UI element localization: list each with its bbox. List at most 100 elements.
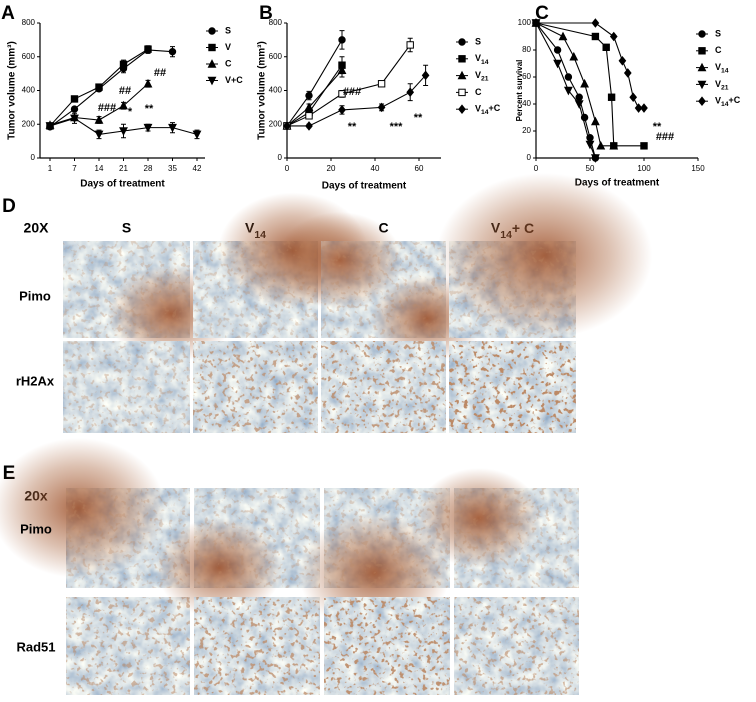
- micrograph: [436, 173, 653, 338]
- marker: [406, 87, 415, 97]
- y-tick-label: 800: [22, 18, 36, 27]
- x-tick-label: 150: [691, 164, 705, 173]
- marker: [574, 100, 584, 109]
- series-line: [535, 22, 644, 147]
- marker: [95, 83, 103, 91]
- marker: [629, 92, 638, 103]
- y-tick-label: 80: [522, 45, 531, 54]
- marker: [144, 45, 152, 53]
- micrograph: [416, 468, 579, 588]
- y-axis-title: Tumor volume (mm³): [7, 41, 18, 140]
- marker: [70, 105, 79, 113]
- panel-letter: C: [535, 3, 549, 24]
- x-tick-label: 35: [168, 164, 177, 173]
- row-label: Rad51: [16, 639, 55, 654]
- marker: [590, 116, 600, 126]
- marker: [532, 18, 540, 28]
- row-label: Pimo: [19, 288, 51, 303]
- marker: [609, 140, 619, 150]
- y-tick-label: 100: [518, 18, 532, 27]
- y-tick-label: 200: [22, 119, 36, 128]
- marker: [377, 102, 386, 113]
- panel-letter: D: [2, 196, 16, 217]
- annotation: ###: [656, 131, 674, 143]
- marker: [304, 102, 314, 112]
- marker: [590, 154, 600, 163]
- legend-marker: [698, 47, 706, 55]
- marker: [168, 47, 177, 56]
- y-tick-label: 600: [269, 52, 283, 61]
- micrograph: [449, 341, 576, 433]
- micrograph: [454, 597, 579, 695]
- y-tick-label: 0: [31, 153, 36, 162]
- y-axis-title: Percent survival: [515, 60, 524, 122]
- x-tick-label: 7: [72, 164, 77, 173]
- row-label: rH2Ax: [16, 373, 55, 388]
- marker: [569, 51, 579, 61]
- marker: [119, 100, 128, 110]
- marker: [119, 60, 128, 69]
- x-tick-label: 0: [534, 164, 539, 173]
- annotation: **: [414, 112, 423, 124]
- stain-dots: [324, 597, 450, 695]
- marker: [377, 80, 386, 88]
- marker: [634, 103, 643, 113]
- micrograph: [321, 341, 446, 433]
- legend-label: V14+C: [715, 96, 741, 109]
- stain-dots: [454, 597, 579, 695]
- x-tick-label: 60: [415, 164, 424, 173]
- marker: [70, 114, 79, 124]
- marker: [564, 73, 573, 81]
- stain-dots: [449, 341, 576, 433]
- x-axis-title: Days of treatment: [80, 179, 165, 190]
- legend-marker: [458, 104, 466, 115]
- marker: [591, 32, 600, 41]
- micrograph: [324, 597, 450, 695]
- marker: [607, 93, 616, 101]
- annotation: ##: [119, 85, 131, 97]
- annotation: **: [145, 103, 154, 115]
- y-tick-label: 0: [527, 153, 532, 162]
- x-tick-label: 100: [637, 164, 651, 173]
- legend-label: V14+C: [475, 104, 501, 117]
- marker: [70, 95, 79, 103]
- legend-marker: [458, 88, 466, 97]
- stain-dots: [454, 488, 579, 588]
- x-axis-title: Days of treatment: [322, 181, 407, 192]
- legend-marker: [458, 38, 466, 46]
- legend-label: C: [715, 45, 722, 55]
- marker: [305, 91, 313, 100]
- micrograph: [194, 597, 320, 695]
- y-tick-label: 20: [522, 126, 531, 135]
- marker: [338, 36, 346, 44]
- row-label: Pimo: [20, 521, 52, 536]
- series-line: [286, 64, 343, 127]
- column-label: S: [122, 220, 131, 236]
- stain-dots: [194, 597, 320, 695]
- marker: [143, 78, 153, 88]
- marker: [580, 78, 590, 88]
- marker: [337, 65, 347, 74]
- legend-label: S: [715, 28, 721, 38]
- y-tick-label: 0: [278, 153, 283, 162]
- marker: [119, 127, 128, 136]
- marker: [618, 55, 627, 66]
- legend-label: V14: [715, 62, 729, 75]
- annotation: ***: [390, 121, 404, 133]
- series-line: [286, 39, 343, 127]
- marker: [585, 140, 595, 150]
- stain-dots: [66, 597, 190, 695]
- y-tick-label: 60: [522, 72, 531, 81]
- marker: [168, 123, 177, 133]
- marker: [305, 112, 313, 120]
- stain-dots: [193, 341, 318, 433]
- marker: [640, 142, 648, 150]
- marker: [406, 41, 414, 49]
- marker: [421, 70, 430, 81]
- marker: [283, 121, 291, 131]
- legend-marker: [208, 43, 216, 52]
- micrograph: [277, 211, 484, 363]
- x-tick-label: 50: [586, 164, 595, 173]
- marker: [192, 130, 202, 140]
